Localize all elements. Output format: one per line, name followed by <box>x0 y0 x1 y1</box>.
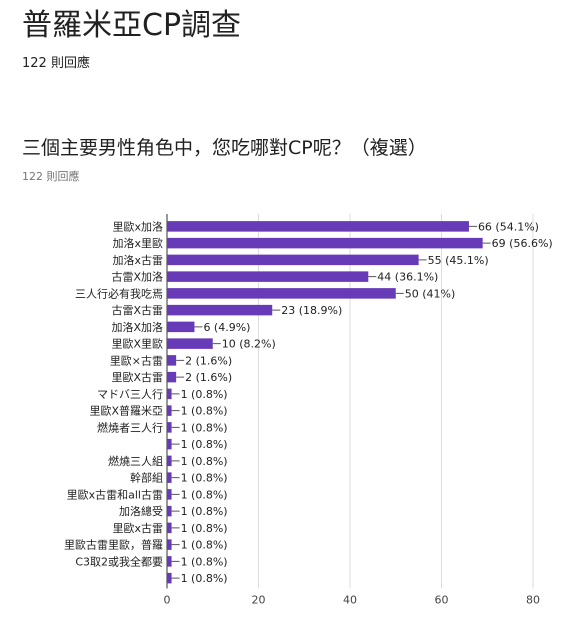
label-layer: 0 20 40 60 80 里歐x加洛 66 (54.1%) 加洛x里歐 69 (56.6%) 加… <box>64 219 553 606</box>
category-label: 里歐x古雷和all古雷 <box>67 487 163 501</box>
value-label: 1 (0.8%) <box>181 438 228 451</box>
value-label: 1 (0.8%) <box>181 472 228 485</box>
bar[interactable] <box>167 355 177 366</box>
x-tick-label: 0 <box>164 594 171 607</box>
x-tick-label: 20 <box>252 594 266 607</box>
value-label: 44 (36.1%) <box>377 271 438 284</box>
value-label: 2 (1.6%) <box>185 354 232 367</box>
value-label: 2 (1.6%) <box>185 371 232 384</box>
value-label: 1 (0.8%) <box>181 488 228 501</box>
category-label: 加洛x里歐 <box>112 236 163 250</box>
category-label: 里歐X里歐 <box>111 337 163 351</box>
category-label: 燃燒者三人行 <box>97 420 163 434</box>
category-label: 里歐×古雷 <box>110 353 163 367</box>
value-label: 1 (0.8%) <box>181 572 228 585</box>
category-label: 里歐x古雷 <box>112 521 163 535</box>
value-label: 1 (0.8%) <box>181 522 228 535</box>
x-tick-label: 60 <box>435 594 449 607</box>
value-label: 1 (0.8%) <box>181 505 228 518</box>
bar[interactable] <box>167 304 273 316</box>
value-label: 66 (54.1%) <box>478 220 539 233</box>
value-label: 50 (41%) <box>405 287 456 300</box>
category-label: 燃燒三人組 <box>108 454 163 468</box>
bar[interactable] <box>167 539 172 550</box>
value-label: 6 (4.9%) <box>203 321 250 334</box>
form-title: 普羅米亞CP調查 <box>22 8 242 43</box>
bar[interactable] <box>167 455 172 467</box>
bar[interactable] <box>167 371 177 383</box>
bar[interactable] <box>167 321 195 333</box>
bar[interactable] <box>167 338 213 349</box>
bar[interactable] <box>167 472 172 483</box>
x-tick-label: 80 <box>526 594 540 607</box>
value-label: 69 (56.6%) <box>492 237 553 250</box>
bar[interactable] <box>167 505 172 517</box>
bar[interactable] <box>167 237 483 249</box>
category-label: 幹部組 <box>130 471 163 485</box>
bar[interactable] <box>167 489 172 500</box>
value-label: 1 (0.8%) <box>181 539 228 552</box>
value-label: 1 (0.8%) <box>181 455 228 468</box>
bar[interactable] <box>167 271 369 282</box>
category-label: マドバ三人行 <box>97 388 163 401</box>
bar[interactable] <box>167 254 419 266</box>
bar[interactable] <box>167 405 172 416</box>
category-label: 三人行必有我吃焉 <box>75 286 163 300</box>
bar[interactable] <box>167 422 172 433</box>
bar[interactable] <box>167 556 172 567</box>
form-response-count: 122 則回應 <box>22 56 90 71</box>
bar-chart: 0 20 40 60 80 里歐x加洛 66 (54.1%) 加洛x里歐 69 (56.6%) 加… <box>64 214 553 607</box>
value-label: 1 (0.8%) <box>181 421 228 434</box>
value-label: 55 (45.1%) <box>428 254 489 267</box>
value-label: 1 (0.8%) <box>181 405 228 418</box>
bar[interactable] <box>167 522 172 534</box>
bar[interactable] <box>167 572 172 584</box>
category-label: 里歐X普羅米亞 <box>89 404 163 418</box>
category-label: 加洛總受 <box>119 504 163 518</box>
value-label: 1 (0.8%) <box>181 388 228 401</box>
category-label: 里歐古雷里歐，普羅 <box>64 538 163 552</box>
bar[interactable] <box>167 288 396 299</box>
category-label: 古雷X加洛 <box>111 270 163 284</box>
category-label: C3取2或我全都要 <box>75 554 163 568</box>
bar-layer <box>167 221 483 584</box>
question-response-count: 122 則回應 <box>22 170 80 183</box>
category-label: 古雷X古雷 <box>111 304 163 317</box>
category-label: 里歐x加洛 <box>112 219 163 233</box>
category-label: 加洛x古雷 <box>112 253 163 267</box>
question-title: 三個主要男性角色中，您吃哪對CP呢？（複選） <box>22 137 427 159</box>
value-label: 1 (0.8%) <box>181 555 228 568</box>
x-tick-label: 40 <box>343 594 357 607</box>
bar[interactable] <box>167 221 469 232</box>
value-label: 10 (8.2%) <box>222 338 276 351</box>
category-label: 加洛X加洛 <box>111 320 163 334</box>
bar[interactable] <box>167 438 172 450</box>
value-label: 23 (18.9%) <box>281 304 342 317</box>
bar[interactable] <box>167 388 172 400</box>
category-label: 里歐X古雷 <box>111 370 163 384</box>
